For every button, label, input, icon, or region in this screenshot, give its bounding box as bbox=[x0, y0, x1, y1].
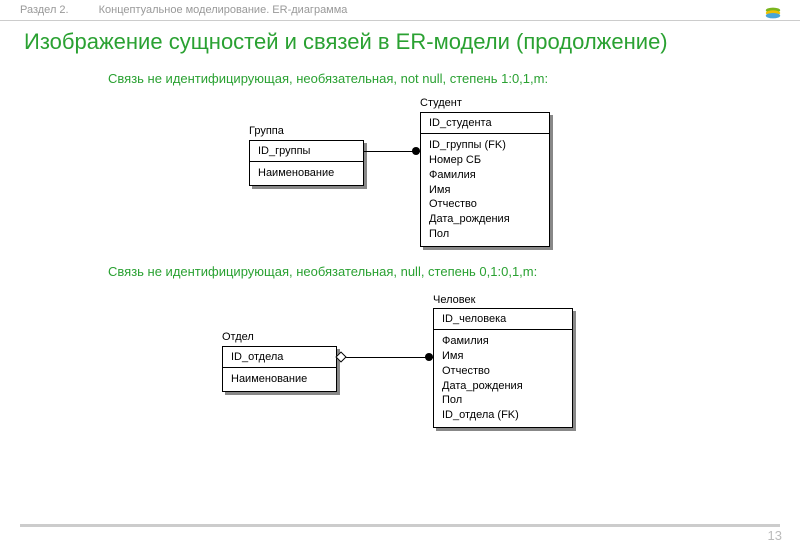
page-title: Изображение сущностей и связей в ER-моде… bbox=[0, 21, 800, 67]
footer-divider bbox=[20, 524, 780, 527]
page-number: 13 bbox=[768, 528, 782, 543]
relationship-line bbox=[337, 357, 433, 358]
logo-icon bbox=[764, 4, 782, 22]
entity-label: Студент bbox=[420, 97, 462, 109]
entity-attrs: ФамилияИмяОтчествоДата_рожденияПолID_отд… bbox=[434, 330, 572, 427]
diagram1-caption: Связь не идентифицирующая, необязательна… bbox=[0, 67, 800, 100]
entity-label: Группа bbox=[249, 125, 284, 137]
diagram1: Группа ID_группы Наименование Студент ID… bbox=[0, 100, 800, 260]
entity-group: ID_группы Наименование bbox=[249, 140, 364, 186]
entity-key: ID_отдела bbox=[223, 347, 336, 368]
entity-attrs: ID_группы (FK)Номер СБФамилияИмяОтчество… bbox=[421, 134, 549, 246]
entity-label: Отдел bbox=[222, 331, 254, 343]
entity-key: ID_человека bbox=[434, 309, 572, 330]
optional-diamond-icon bbox=[335, 351, 346, 362]
header: Раздел 2. Концептуальное моделирование. … bbox=[0, 0, 800, 21]
diagram2: Отдел ID_отдела Наименование Человек ID_… bbox=[0, 293, 800, 453]
many-dot-icon bbox=[425, 353, 433, 361]
entity-attrs: Наименование bbox=[223, 368, 336, 391]
entity-label: Человек bbox=[433, 294, 475, 306]
entity-dept: ID_отдела Наименование bbox=[222, 346, 337, 392]
entity-student: ID_студента ID_группы (FK)Номер СБФамили… bbox=[420, 112, 550, 247]
entity-key: ID_группы bbox=[250, 141, 363, 162]
entity-key: ID_студента bbox=[421, 113, 549, 134]
entity-person: ID_человека ФамилияИмяОтчествоДата_рожде… bbox=[433, 308, 573, 428]
breadcrumb: Концептуальное моделирование. ER-диаграм… bbox=[99, 4, 348, 16]
many-dot-icon bbox=[412, 147, 420, 155]
diagram2-caption: Связь не идентифицирующая, необязательна… bbox=[0, 260, 800, 293]
section-label: Раздел 2. bbox=[20, 4, 69, 16]
entity-attrs: Наименование bbox=[250, 162, 363, 185]
